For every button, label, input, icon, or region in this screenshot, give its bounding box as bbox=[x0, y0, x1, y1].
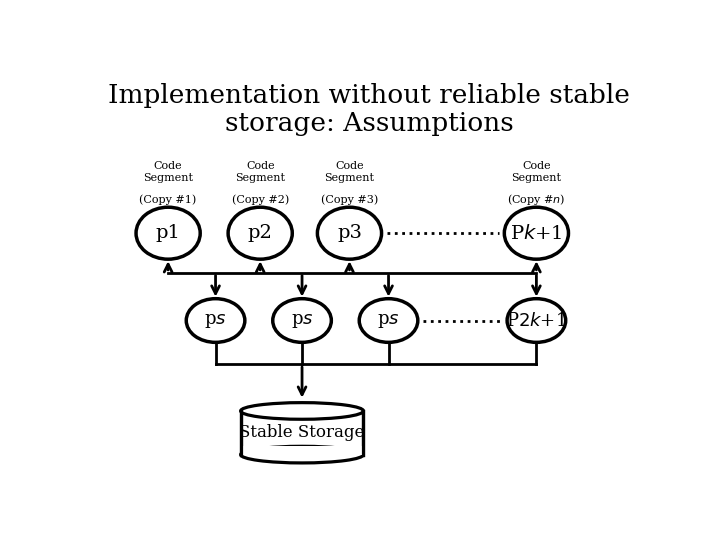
Text: (Copy #$\mathit{n}$): (Copy #$\mathit{n}$) bbox=[507, 192, 566, 207]
Text: P$\mathit{k}$+1: P$\mathit{k}$+1 bbox=[510, 224, 562, 242]
Text: p3: p3 bbox=[337, 224, 362, 242]
Text: Code
Segment: Code Segment bbox=[143, 161, 193, 183]
Ellipse shape bbox=[359, 299, 418, 342]
Text: Code
Segment: Code Segment bbox=[325, 161, 374, 183]
Text: Code
Segment: Code Segment bbox=[235, 161, 285, 183]
Text: (Copy #3): (Copy #3) bbox=[321, 194, 378, 205]
Text: p$\mathit{s}$: p$\mathit{s}$ bbox=[377, 312, 400, 329]
Ellipse shape bbox=[318, 207, 382, 259]
Text: P$\mathit{2k}$+1: P$\mathit{2k}$+1 bbox=[506, 312, 567, 329]
Ellipse shape bbox=[228, 207, 292, 259]
Text: p$\mathit{s}$: p$\mathit{s}$ bbox=[291, 312, 313, 329]
Ellipse shape bbox=[240, 446, 364, 463]
Ellipse shape bbox=[136, 207, 200, 259]
Ellipse shape bbox=[507, 299, 566, 342]
Ellipse shape bbox=[273, 299, 331, 342]
Bar bbox=[240, 446, 364, 455]
Text: (Copy #2): (Copy #2) bbox=[232, 194, 289, 205]
Text: storage: Assumptions: storage: Assumptions bbox=[225, 111, 513, 136]
Text: Implementation without reliable stable: Implementation without reliable stable bbox=[108, 84, 630, 109]
Text: Code
Segment: Code Segment bbox=[511, 161, 562, 183]
Text: (Copy #1): (Copy #1) bbox=[140, 194, 197, 205]
Text: p$\mathit{s}$: p$\mathit{s}$ bbox=[204, 312, 227, 329]
Ellipse shape bbox=[186, 299, 245, 342]
Ellipse shape bbox=[504, 207, 569, 259]
Bar bbox=[240, 411, 364, 455]
Text: p2: p2 bbox=[248, 224, 273, 242]
Text: p1: p1 bbox=[156, 224, 181, 242]
Ellipse shape bbox=[240, 403, 364, 419]
Text: Stable Storage: Stable Storage bbox=[239, 424, 365, 441]
